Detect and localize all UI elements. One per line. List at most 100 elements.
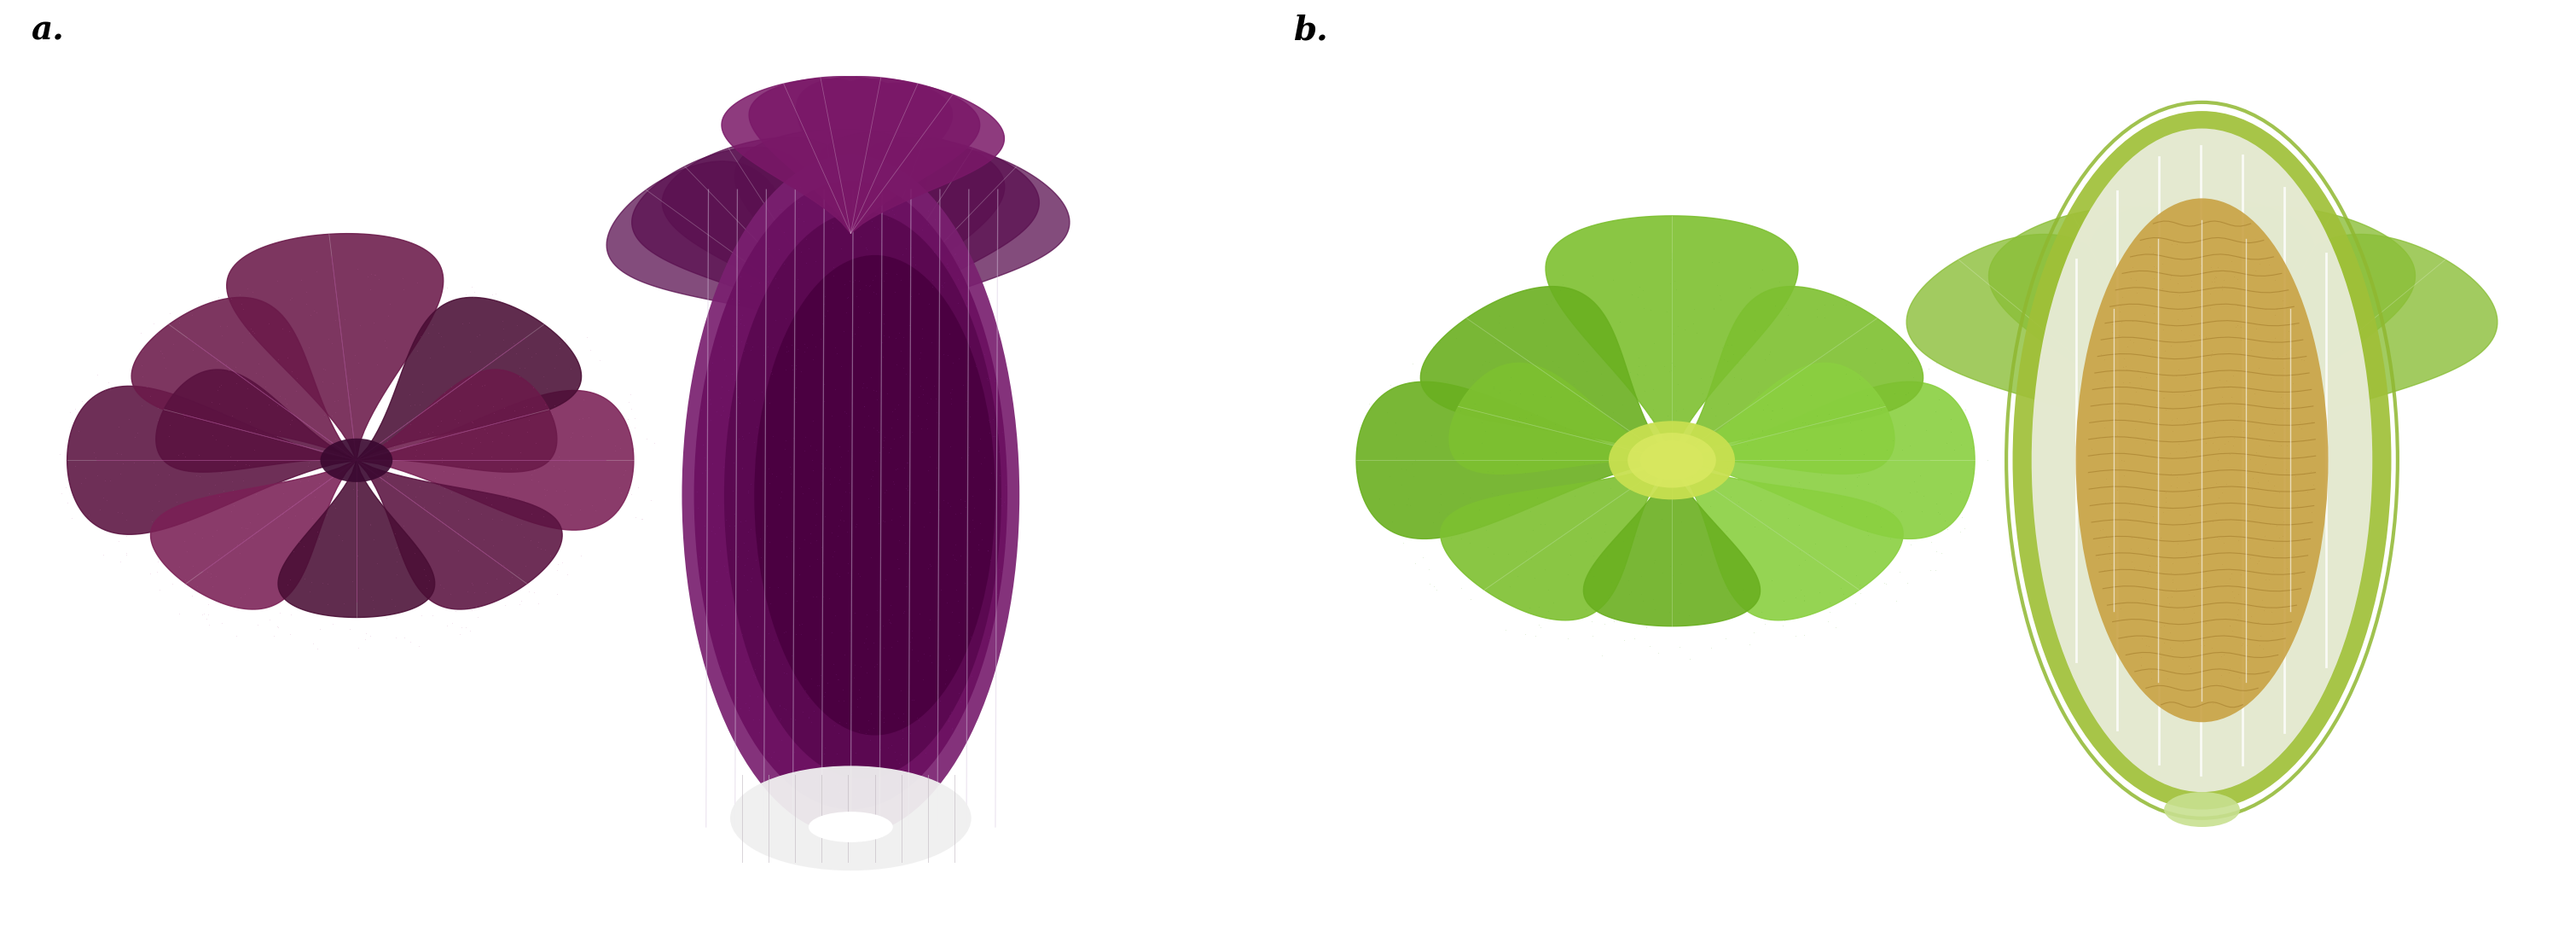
Point	[876, 633, 917, 648]
Point	[1659, 640, 1700, 655]
Point	[2226, 465, 2267, 480]
Point	[49, 405, 90, 420]
Point	[1615, 529, 1656, 544]
Point	[920, 694, 961, 709]
Point	[2092, 317, 2133, 332]
Point	[860, 742, 902, 757]
Point	[214, 360, 255, 375]
Point	[270, 606, 312, 622]
Point	[165, 409, 206, 424]
Point	[822, 241, 863, 256]
Point	[1607, 572, 1649, 587]
Point	[696, 404, 737, 419]
Point	[2269, 341, 2311, 356]
Point	[1453, 397, 1494, 412]
Point	[1530, 462, 1571, 477]
Point	[716, 690, 757, 705]
Point	[551, 425, 592, 440]
Point	[1553, 488, 1595, 503]
Point	[1700, 340, 1741, 355]
Point	[1741, 423, 1783, 438]
Point	[2156, 311, 2197, 326]
Point	[770, 791, 811, 807]
Point	[742, 383, 783, 399]
Point	[863, 514, 904, 530]
Point	[2280, 420, 2321, 436]
Point	[719, 395, 760, 410]
Point	[1517, 599, 1558, 614]
Point	[237, 506, 278, 521]
Point	[853, 285, 894, 300]
Point	[804, 555, 845, 570]
Point	[1643, 565, 1685, 580]
Point	[489, 575, 531, 590]
Point	[935, 552, 976, 568]
Point	[1579, 454, 1620, 469]
Point	[1409, 562, 1450, 577]
Point	[2218, 670, 2259, 685]
Point	[850, 550, 891, 566]
Point	[2262, 361, 2303, 376]
Point	[1432, 452, 1473, 467]
Point	[1888, 385, 1929, 400]
Point	[461, 435, 502, 450]
Point	[497, 317, 538, 332]
Point	[817, 672, 858, 687]
Point	[446, 620, 487, 635]
Point	[878, 509, 920, 524]
Point	[59, 423, 100, 438]
Point	[567, 329, 608, 344]
Point	[850, 706, 891, 721]
Point	[312, 496, 353, 512]
Point	[1419, 486, 1461, 501]
Point	[1814, 297, 1855, 312]
Point	[706, 512, 747, 528]
Point	[456, 328, 497, 344]
Point	[742, 717, 783, 733]
Point	[2092, 503, 2133, 518]
Point	[1692, 300, 1734, 315]
Point	[2099, 304, 2141, 319]
Point	[1741, 423, 1783, 438]
Point	[1682, 386, 1723, 401]
Point	[884, 329, 925, 344]
Point	[804, 460, 845, 475]
Point	[1497, 457, 1538, 473]
Point	[814, 381, 855, 397]
Point	[1409, 576, 1450, 591]
Point	[744, 741, 786, 756]
Point	[1517, 490, 1558, 505]
Point	[680, 549, 721, 565]
Point	[860, 271, 902, 287]
Point	[2202, 485, 2244, 500]
Point	[781, 626, 822, 642]
Point	[1896, 336, 1937, 351]
Point	[1680, 547, 1721, 562]
Point	[286, 296, 327, 311]
Point	[1373, 497, 1414, 512]
Point	[938, 593, 979, 608]
Point	[258, 428, 299, 443]
Point	[1510, 551, 1551, 567]
Point	[1873, 385, 1914, 400]
Point	[2184, 615, 2226, 630]
Point	[840, 723, 881, 738]
Point	[729, 278, 770, 293]
Point	[505, 399, 546, 414]
Point	[1574, 557, 1615, 572]
Point	[1414, 579, 1455, 594]
Point	[765, 310, 806, 326]
Point	[783, 337, 824, 352]
Point	[729, 476, 770, 492]
Point	[121, 358, 162, 373]
Point	[1775, 628, 1816, 643]
Point	[2287, 514, 2329, 530]
Point	[1592, 404, 1633, 419]
Point	[884, 535, 925, 550]
Point	[389, 417, 430, 432]
Point	[270, 498, 312, 513]
Point	[608, 395, 649, 410]
Point	[848, 408, 889, 423]
Point	[183, 606, 224, 622]
Point	[482, 321, 523, 336]
